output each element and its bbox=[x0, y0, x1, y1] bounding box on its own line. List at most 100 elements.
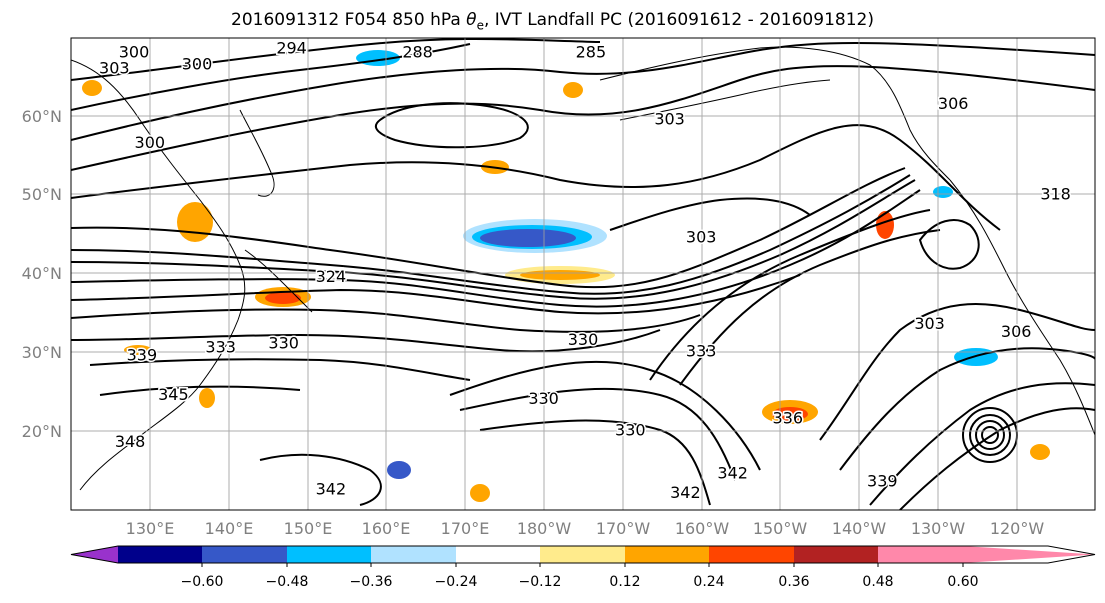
colorbar-tick-label: −0.60 bbox=[181, 574, 224, 590]
contour-line bbox=[839, 347, 1095, 471]
contour-label: 342 bbox=[316, 479, 347, 498]
colorbar-tick-label: 0.12 bbox=[609, 574, 640, 590]
coastline-japan bbox=[244, 249, 313, 313]
contour-label: 303 bbox=[686, 228, 717, 247]
colorbar-tick-label: 0.36 bbox=[778, 574, 809, 590]
contour-line bbox=[71, 329, 661, 353]
negative-anomaly-blob-large-core bbox=[480, 229, 576, 247]
contour-label: 300 bbox=[182, 55, 213, 74]
lat-tick-label: 20°N bbox=[22, 422, 62, 441]
contour-label: 342 bbox=[717, 464, 748, 483]
positive-anomaly-blob-korea bbox=[177, 202, 213, 242]
contour-line bbox=[71, 174, 911, 295]
colorbar-tick-label: 0.60 bbox=[947, 574, 978, 590]
colorbar-tick-label: 0.48 bbox=[862, 574, 893, 590]
contour-label: 303 bbox=[654, 110, 685, 129]
contour-label: 324 bbox=[316, 267, 347, 286]
contour-label: 330 bbox=[568, 330, 599, 349]
negative-anomaly-blob-east bbox=[954, 348, 998, 366]
negative-anomaly-blob-gulf bbox=[933, 186, 953, 198]
contour-line bbox=[71, 167, 906, 289]
anomaly-shading bbox=[82, 50, 1050, 502]
cyclone-ring bbox=[969, 414, 1011, 456]
contour-label: 330 bbox=[528, 389, 559, 408]
longitude-axis: 130°E 140°E 150°E 160°E 170°E 180°W 170°… bbox=[126, 519, 1045, 538]
contour-label: 339 bbox=[127, 346, 158, 365]
colorbar-segment bbox=[371, 546, 456, 563]
lon-tick-label: 130°W bbox=[911, 519, 966, 538]
colorbar-segment bbox=[794, 546, 878, 563]
positive-anomaly-blob-nw bbox=[82, 80, 102, 96]
lon-tick-label: 150°E bbox=[284, 519, 333, 538]
lat-tick-label: 50°N bbox=[22, 185, 62, 204]
contour-line bbox=[869, 382, 1095, 506]
contour-line bbox=[609, 197, 811, 231]
contour-line bbox=[459, 387, 736, 481]
latitude-axis: 60°N 50°N 40°N 30°N 20°N bbox=[22, 107, 62, 441]
coastlines bbox=[71, 46, 1095, 491]
lon-tick-label: 140°W bbox=[832, 519, 887, 538]
cyclone-ring bbox=[981, 426, 999, 444]
contour-label: 306 bbox=[1001, 322, 1032, 341]
contour-label: 294 bbox=[276, 39, 307, 58]
lon-tick-label: 160°W bbox=[675, 519, 730, 538]
contour-line bbox=[71, 124, 1001, 231]
positive-anomaly-blob-island bbox=[1030, 444, 1050, 460]
positive-anomaly-blob-coast bbox=[876, 211, 894, 239]
colorbar-segment bbox=[287, 546, 371, 563]
contour-line bbox=[479, 419, 711, 506]
colorbar-segment bbox=[709, 546, 794, 563]
lon-tick-label: 170°W bbox=[596, 519, 651, 538]
contour-line bbox=[99, 385, 301, 396]
colorbar-tick-label: −0.36 bbox=[350, 574, 393, 590]
colorbar-segment bbox=[118, 546, 202, 563]
positive-anomaly-blob-jet-core bbox=[520, 270, 600, 280]
contour-label: 318 bbox=[1040, 184, 1071, 203]
colorbar-segment bbox=[456, 546, 540, 563]
contour-label: 303 bbox=[914, 314, 945, 333]
contour-line bbox=[918, 219, 980, 270]
colorbar-tick-label: 0.24 bbox=[693, 574, 724, 590]
contour-line bbox=[649, 209, 931, 381]
contour-line bbox=[259, 453, 382, 506]
lon-tick-label: 140°E bbox=[205, 519, 254, 538]
lon-tick-label: 120°W bbox=[990, 519, 1045, 538]
lon-tick-label: 180°W bbox=[517, 519, 572, 538]
contour-label: 288 bbox=[402, 43, 433, 62]
positive-anomaly-blob-north bbox=[563, 82, 583, 98]
contour-line bbox=[71, 42, 1095, 141]
contour-line bbox=[71, 179, 916, 300]
colorbar-segment bbox=[540, 546, 625, 563]
colorbar-segment bbox=[625, 546, 709, 563]
negative-anomaly-blob-south bbox=[387, 461, 411, 479]
positive-anomaly-blob-subtropic-core bbox=[772, 407, 808, 421]
contour-label: 333 bbox=[686, 342, 717, 361]
coastline-north-america bbox=[949, 179, 1095, 436]
contour-line bbox=[71, 274, 801, 315]
contour-label: 303 bbox=[99, 58, 130, 77]
coastline-alaska bbox=[599, 46, 951, 181]
contour-line bbox=[71, 38, 601, 81]
colorbar-tick-label: −0.12 bbox=[519, 574, 562, 590]
coastline-aleutians bbox=[619, 79, 831, 121]
contour-line bbox=[71, 43, 471, 111]
contour-label: 339 bbox=[1096, 436, 1105, 455]
colorbar-tick-label: −0.24 bbox=[435, 574, 478, 590]
plot-frame bbox=[70, 37, 1096, 511]
colorbar-segment bbox=[202, 546, 287, 563]
contour-line bbox=[374, 102, 529, 149]
contour-label: 306 bbox=[938, 94, 969, 113]
contour-label: 342 bbox=[670, 483, 701, 502]
contour-label: 348 bbox=[115, 432, 146, 451]
contour-line bbox=[71, 65, 1095, 171]
contour-label: 330 bbox=[268, 334, 299, 353]
coastline-kamchatka bbox=[239, 109, 275, 197]
colorbar: −0.60 −0.48 −0.36 −0.24 −0.12 0.12 0.24 … bbox=[70, 545, 1096, 590]
colorbar-extend-min bbox=[71, 546, 118, 563]
contour-label: 330 bbox=[615, 420, 646, 439]
colorbar-tick-label: −0.48 bbox=[266, 574, 309, 590]
contour-line bbox=[89, 358, 471, 381]
positive-anomaly-blob-tropic-w bbox=[199, 388, 215, 408]
positive-anomaly-blob-tropic bbox=[470, 484, 490, 502]
